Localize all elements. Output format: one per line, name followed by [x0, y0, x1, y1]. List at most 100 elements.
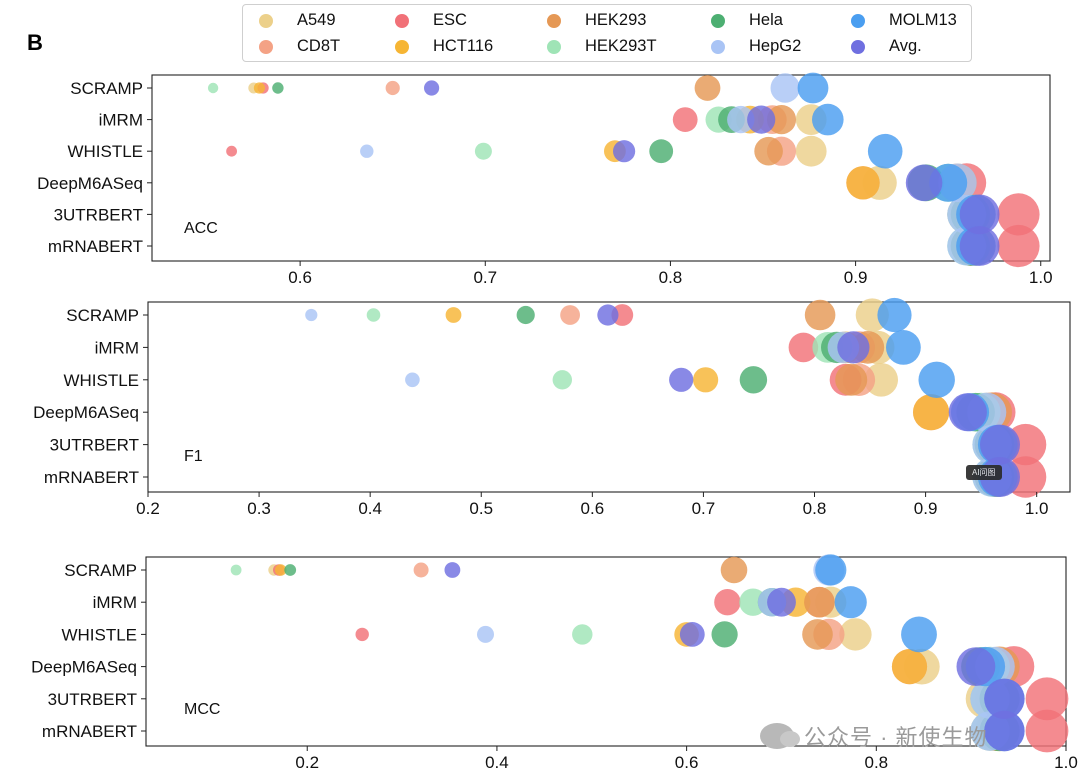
legend-label-hek293: HEK293	[585, 11, 647, 29]
marker-f1-avg-deepm6aseq	[948, 393, 987, 432]
x-tick-label-f1-7: 0.9	[914, 499, 938, 518]
y-tick-label-acc-mrnabert: mRNABERT	[48, 237, 143, 256]
marker-f1-hek293t-whistle	[552, 370, 572, 390]
y-tick-label-mcc-scramp: SCRAMP	[64, 561, 137, 580]
legend-label-hek293t: HEK293T	[585, 37, 657, 55]
marker-acc-avg-imrm	[747, 105, 776, 134]
y-tick-label-acc-deepm6aseq: DeepM6ASeq	[37, 174, 143, 193]
marker-mcc-molm13-imrm	[834, 586, 867, 619]
plot-area-f1	[147, 301, 1071, 493]
marker-f1-avg-scramp	[597, 304, 619, 326]
marker-mcc-avg-scramp	[444, 562, 461, 578]
x-tick-label-mcc-1: 0.4	[485, 753, 509, 772]
x-tick-label-mcc-0: 0.2	[295, 753, 319, 772]
x-tick-label-mcc-4: 1.0	[1054, 753, 1078, 772]
legend-swatch-avg	[851, 39, 865, 54]
marker-f1-hela-scramp	[516, 305, 535, 325]
watermark-text: 公众号 · 新使生物	[804, 725, 988, 750]
legend-label-avg: Avg.	[889, 37, 922, 55]
y-tick-label-acc-scramp: SCRAMP	[70, 79, 143, 98]
legend-item-hela: Hela	[711, 11, 783, 30]
legend-label-hct116: HCT116	[433, 37, 494, 55]
x-tick-label-acc-2: 0.8	[659, 268, 683, 287]
x-tick-label-f1-2: 0.4	[358, 499, 382, 518]
marker-acc-avg-mrnabert	[959, 226, 1000, 266]
marker-mcc-a549-whistle	[839, 618, 872, 651]
legend-item-hek293: HEK293	[547, 11, 646, 30]
x-tick-label-acc-0: 0.6	[288, 268, 312, 287]
wechat-icon	[760, 723, 800, 749]
x-tick-label-f1-3: 0.5	[469, 499, 493, 518]
marker-mcc-hela-scramp	[284, 564, 297, 576]
legend: A549 CD8T ESC HCT116 HEK293 HEK293T Hela…	[242, 4, 972, 62]
legend-swatch-a549	[259, 13, 273, 28]
marker-f1-molm13-scramp	[877, 297, 912, 333]
marker-mcc-hek293-scramp	[720, 556, 748, 584]
marker-mcc-hct116-scramp	[274, 564, 287, 576]
legend-label-a549: A549	[297, 11, 336, 29]
legend-item-cd8t: CD8T	[259, 37, 340, 56]
plot-area-acc	[151, 74, 1051, 262]
marker-f1-hek293t-scramp	[366, 308, 381, 322]
marker-f1-hek293-scramp	[804, 299, 836, 331]
legend-item-a549: A549	[259, 11, 336, 30]
marker-acc-avg-scramp	[424, 80, 440, 96]
marker-mcc-hela-whistle	[711, 621, 738, 648]
marker-acc-hepg2-whistle	[360, 144, 374, 158]
marker-acc-molm13-whistle	[867, 133, 903, 169]
x-tick-label-f1-6: 0.8	[803, 499, 827, 518]
marker-acc-esc-mrnabert	[997, 224, 1040, 268]
y-tick-label-mcc-3utrbert: 3UTRBERT	[48, 690, 137, 709]
legend-item-avg: Avg.	[851, 37, 922, 56]
marker-f1-avg-3utrbert	[980, 424, 1020, 465]
marker-f1-hepg2-whistle	[405, 372, 420, 388]
x-tick-label-f1-5: 0.7	[692, 499, 716, 518]
marker-mcc-molm13-scramp	[815, 554, 847, 586]
marker-acc-hek293-imrm	[766, 105, 797, 135]
y-tick-label-mcc-deepm6aseq: DeepM6ASeq	[31, 658, 137, 677]
x-tick-label-acc-4: 1.0	[1029, 268, 1053, 287]
marker-acc-avg-whistle	[613, 140, 636, 163]
marker-acc-a549-whistle	[795, 135, 827, 167]
chart-panel-acc: SCRAMP iMRM WHISTLE DeepM6ASeq 3UTRBERT mRNAB…	[37, 72, 1053, 287]
marker-f1-avg-whistle	[669, 367, 694, 392]
x-tick-label-f1-8: 1.0	[1025, 499, 1049, 518]
x-tick-label-f1-0: 0.2	[136, 499, 160, 518]
marker-mcc-hek293t-scramp	[230, 564, 242, 576]
marker-mcc-hek293-whistle	[802, 619, 833, 650]
legend-swatch-hepg2	[711, 39, 725, 54]
x-tick-label-mcc-2: 0.6	[675, 753, 699, 772]
marker-mcc-hek293-imrm	[804, 586, 835, 618]
marker-mcc-avg-imrm	[767, 587, 796, 617]
marker-acc-avg-3utrbert	[959, 194, 1000, 235]
marker-acc-hela-whistle	[649, 139, 674, 164]
legend-item-hepg2: HepG2	[711, 37, 801, 56]
metric-label-f1: F1	[184, 448, 203, 465]
marker-acc-hepg2-imrm	[727, 105, 755, 134]
legend-swatch-molm13	[851, 13, 865, 28]
marker-f1-molm13-whistle	[918, 361, 955, 398]
marker-acc-hepg2-scramp	[770, 73, 800, 103]
x-tick-label-f1-1: 0.3	[247, 499, 271, 518]
watermark: 公众号 · 新使生物	[760, 720, 988, 752]
marker-f1-a549-whistle	[864, 363, 898, 397]
marker-acc-hek293-whistle	[754, 136, 783, 166]
marker-mcc-esc-whistle	[355, 627, 369, 642]
marker-f1-esc-imrm	[788, 332, 819, 363]
marker-mcc-molm13-whistle	[901, 616, 937, 653]
legend-item-molm13: MOLM13	[851, 11, 957, 30]
ai-overlay-badge[interactable]: AI问图	[966, 465, 1002, 480]
y-tick-label-acc-imrm: iMRM	[99, 111, 143, 130]
marker-mcc-hct116-deepm6aseq	[891, 649, 928, 685]
marker-mcc-avg-deepm6aseq	[956, 647, 996, 686]
y-tick-label-acc-3utrbert: 3UTRBERT	[54, 205, 143, 224]
legend-swatch-hct116	[395, 39, 409, 54]
marker-mcc-esc-3utrbert	[1025, 677, 1069, 721]
legend-swatch-hek293t	[547, 39, 561, 54]
y-tick-label-f1-whistle: WHISTLE	[63, 371, 139, 390]
y-tick-label-f1-3utrbert: 3UTRBERT	[50, 436, 139, 455]
marker-acc-molm13-imrm	[812, 103, 844, 136]
x-tick-label-mcc-3: 0.8	[864, 753, 888, 772]
panel-label: B	[27, 30, 43, 55]
